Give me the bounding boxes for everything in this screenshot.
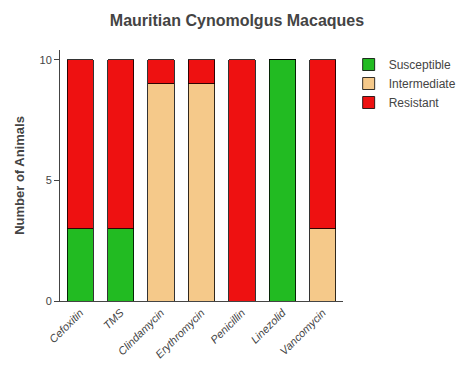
svg-text:Number of Animals: Number of Animals: [12, 116, 27, 235]
svg-text:Cefoxitin: Cefoxitin: [47, 307, 86, 346]
svg-text:Clindamycin: Clindamycin: [116, 307, 167, 358]
svg-text:Resistant: Resistant: [389, 96, 440, 110]
svg-text:0: 0: [46, 295, 52, 307]
svg-text:Linezolid: Linezolid: [248, 306, 288, 346]
svg-text:Vancomycin: Vancomycin: [278, 307, 329, 358]
svg-text:5: 5: [46, 174, 52, 186]
svg-text:Intermediate: Intermediate: [389, 77, 456, 91]
svg-text:Erythromycin: Erythromycin: [153, 307, 207, 361]
svg-text:10: 10: [40, 54, 52, 66]
svg-text:TMS: TMS: [101, 306, 126, 331]
svg-text:Mauritian Cynomolgus Macaques: Mauritian Cynomolgus Macaques: [110, 12, 364, 29]
svg-text:Susceptible: Susceptible: [389, 58, 451, 72]
svg-text:Penicillin: Penicillin: [208, 307, 247, 346]
